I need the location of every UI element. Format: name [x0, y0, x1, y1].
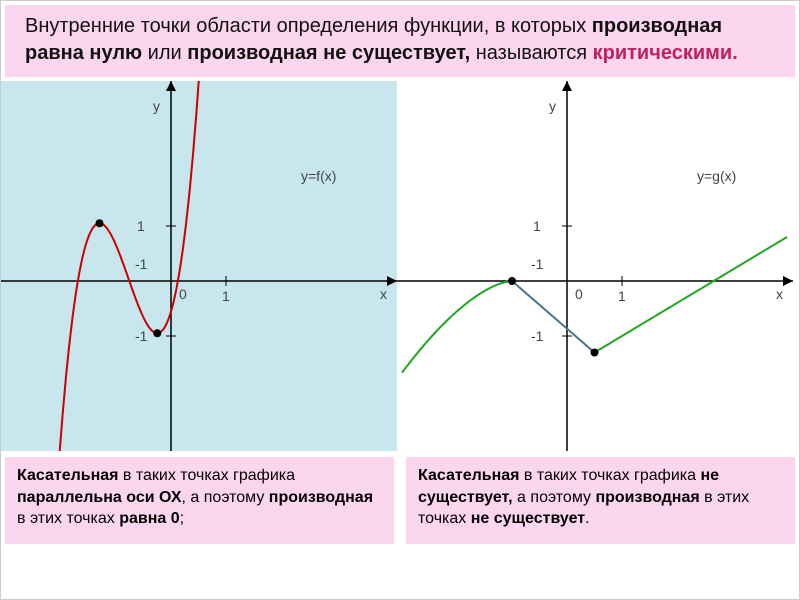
cl-tail: ;: [180, 510, 184, 527]
caption-left: Касательная в таких точках графика парал…: [5, 457, 394, 544]
cl-t2: , а поэтому: [182, 489, 269, 506]
captions: Касательная в таких точках графика парал…: [5, 457, 795, 544]
caption-right: Касательная в таких точках графика не су…: [406, 457, 795, 544]
cl-b1: Касательная: [17, 467, 118, 484]
hdr-mid2: называются: [470, 42, 592, 64]
cr-b3: производная: [595, 489, 699, 506]
hdr-mid1: или: [142, 42, 187, 64]
cl-b2: параллельна оси ОХ: [17, 489, 182, 506]
svg-text:x: x: [776, 286, 783, 302]
svg-text:-1: -1: [135, 328, 148, 344]
cl-b4: равна 0: [119, 510, 179, 527]
svg-text:-1: -1: [135, 256, 148, 272]
cr-b4: не существует: [471, 510, 585, 527]
panel-right: y x 0 1 1 -1 -1 y=g(x): [397, 81, 793, 451]
svg-text:y: y: [153, 98, 160, 114]
hdr-prefix: Внутренние точки области определения фун…: [25, 15, 592, 37]
svg-text:1: 1: [222, 288, 230, 304]
svg-text:0: 0: [179, 286, 187, 302]
svg-text:1: 1: [137, 218, 145, 234]
svg-text:y: y: [549, 98, 556, 114]
svg-text:y=g(x): y=g(x): [697, 168, 736, 184]
cl-t3: в этих точках: [17, 510, 119, 527]
svg-text:1: 1: [533, 218, 541, 234]
cr-b1: Касательная: [418, 467, 519, 484]
svg-text:-1: -1: [531, 328, 544, 344]
cr-tail: .: [585, 510, 589, 527]
cl-b3: производная: [269, 489, 373, 506]
svg-text:-1: -1: [531, 256, 544, 272]
chart-right: y x 0 1 1 -1 -1 y=g(x): [397, 81, 793, 451]
cr-t2: а поэтому: [513, 489, 596, 506]
svg-text:0: 0: [575, 286, 583, 302]
chart-left: y x 0 1 1 -1 -1 y=f(x): [1, 81, 397, 451]
hdr-bold2: производная не существует,: [187, 42, 470, 64]
hdr-critical: критическими.: [593, 42, 738, 64]
cl-t1: в таких точках графика: [118, 467, 295, 484]
svg-text:1: 1: [618, 288, 626, 304]
panel-left: y x 0 1 1 -1 -1 y=f(x): [1, 81, 397, 451]
chart-panels: y x 0 1 1 -1 -1 y=f(x) y x 0 1 1 -1 -1 y=g(x): [1, 81, 799, 451]
svg-text:x: x: [380, 286, 387, 302]
cr-t1: в таких точках графика: [519, 467, 700, 484]
definition-header: Внутренние точки области определения фун…: [5, 5, 795, 77]
svg-text:y=f(x): y=f(x): [301, 168, 336, 184]
